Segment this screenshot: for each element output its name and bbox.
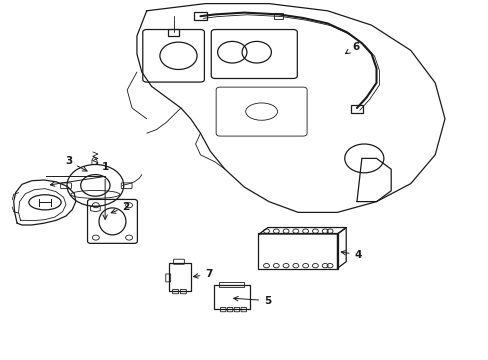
Text: 5: 5 [233,296,271,306]
Text: 6: 6 [345,42,359,54]
Text: 3: 3 [65,156,87,171]
Text: 2: 2 [111,202,129,213]
Text: 1: 1 [102,162,108,172]
Text: 7: 7 [193,269,212,279]
Text: 4: 4 [341,250,361,260]
